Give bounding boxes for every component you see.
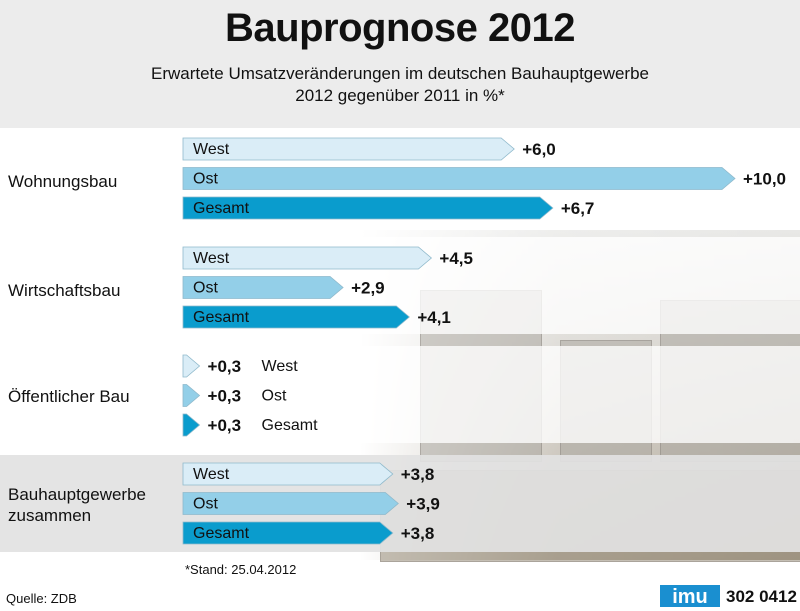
bar-west-1: [182, 246, 433, 270]
value-label-west-1: +4,5: [439, 249, 473, 268]
series-label-gesamt-1: Gesamt: [193, 309, 250, 326]
imu-logo: imu: [660, 585, 720, 607]
series-label-gesamt-2: Gesamt: [262, 417, 319, 434]
bar-ost-1: [182, 276, 344, 299]
category-label-wirtschaftsbau: Wirtschaftsbau: [8, 281, 121, 300]
band-bauhauptgewerbe: [0, 455, 800, 552]
bar-gesamt-1: [182, 305, 410, 329]
series-label-west-0: West: [193, 141, 230, 158]
value-label-gesamt-1: +4,1: [417, 308, 451, 327]
category-label-wohnungsbau: Wohnungsbau: [8, 172, 118, 191]
bar-ost-2: [182, 384, 201, 407]
header-background: [0, 0, 800, 128]
value-label-ost-1: +2,9: [351, 279, 385, 298]
category-label-oeffentlicher-bau: Öffentlicher Bau: [8, 387, 130, 406]
value-label-gesamt-3: +3,8: [401, 524, 435, 543]
series-label-west-3: West: [193, 466, 230, 483]
bar-gesamt-3: [182, 521, 394, 545]
value-label-ost-3: +3,9: [406, 495, 440, 514]
series-label-ost-2: Ost: [262, 388, 287, 405]
value-label-gesamt-2: +0,3: [208, 416, 242, 435]
value-label-ost-0: +10,0: [743, 170, 786, 189]
series-label-west-1: West: [193, 250, 230, 267]
series-label-ost-3: Ost: [193, 496, 218, 513]
bar-ost-0: [182, 167, 736, 190]
series-label-gesamt-3: Gesamt: [193, 525, 250, 542]
bar-west-0: [182, 137, 515, 161]
logo-text: imu: [672, 586, 708, 607]
bar-gesamt-0: [182, 196, 554, 220]
footnote: *Stand: 25.04.2012: [185, 562, 297, 577]
value-label-gesamt-0: +6,7: [561, 199, 595, 218]
series-label-ost-0: Ost: [193, 171, 218, 188]
subtitle-line-2: 2012 gegenüber 2011 in %*: [295, 86, 505, 105]
bar-gesamt-2: [182, 413, 201, 437]
value-label-ost-2: +0,3: [208, 387, 242, 406]
value-label-west-0: +6,0: [522, 140, 556, 159]
band-oeffentlicher-bau: [0, 346, 800, 443]
series-label-gesamt-0: Gesamt: [193, 200, 250, 217]
series-label-west-2: West: [262, 358, 299, 375]
series-label-ost-1: Ost: [193, 280, 218, 297]
source-label: Quelle: ZDB: [6, 591, 77, 606]
category-label-bauhauptgewerbe: Bauhauptgewerbe zusammen: [8, 485, 147, 525]
bar-west-3: [182, 462, 394, 486]
chart-title: Bauprognose 2012: [225, 6, 575, 50]
value-label-west-2: +0,3: [208, 357, 242, 376]
bar-ost-3: [182, 492, 399, 515]
graphic-code: 302 0412: [726, 587, 797, 606]
value-label-west-3: +3,8: [401, 465, 435, 484]
bar-west-2: [182, 354, 201, 378]
subtitle-line-1: Erwartete Umsatzveränderungen im deutsch…: [150, 64, 649, 83]
chart-subtitle: Erwartete Umsatzveränderungen im deutsch…: [0, 63, 800, 107]
